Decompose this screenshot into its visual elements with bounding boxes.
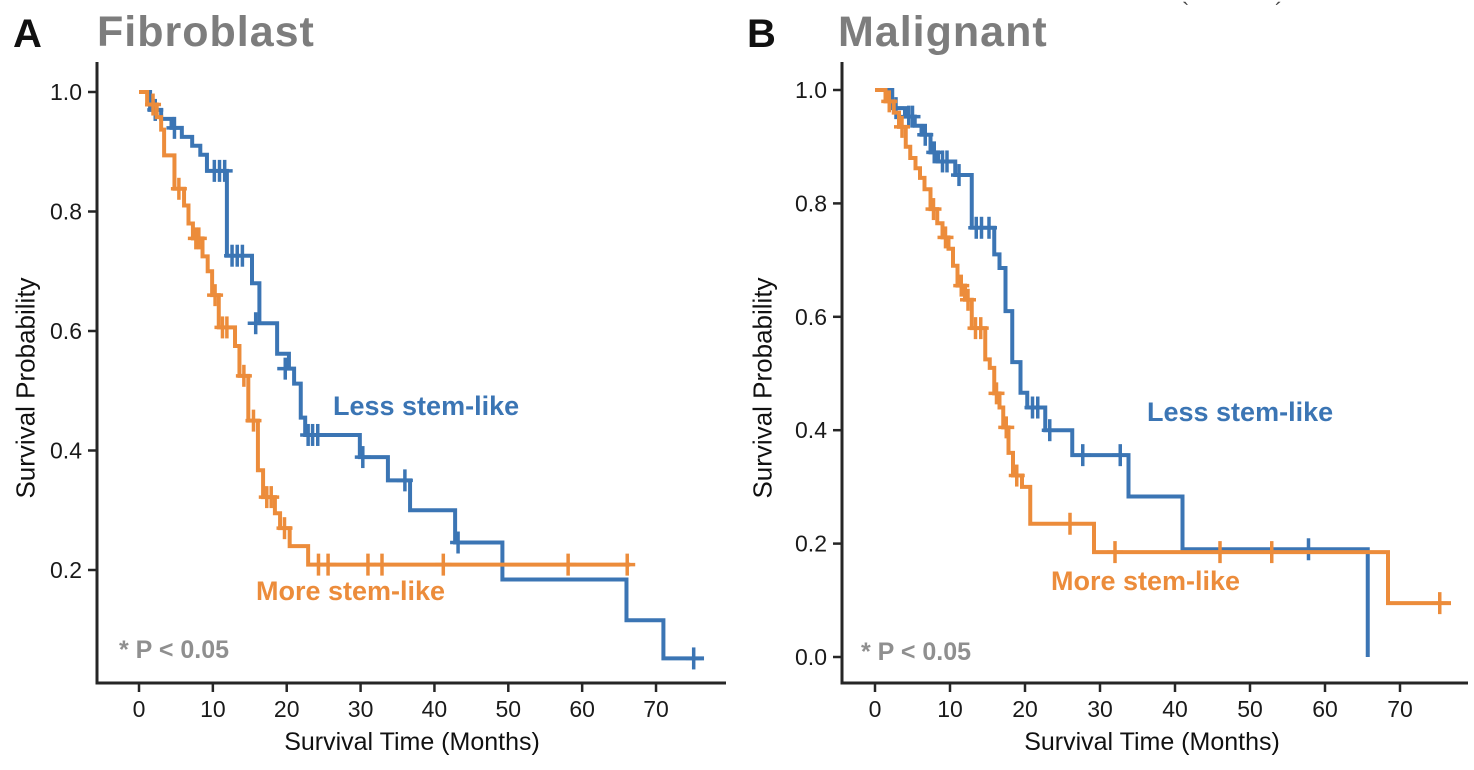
panel-a-less-stem-like-label: Less stem-like — [333, 391, 520, 421]
panel-B-less-stem-like-curve — [875, 88, 1370, 657]
panel-A-more-stem-like-censors — [145, 93, 636, 576]
panel-B-more-stem-like-censors — [881, 90, 1448, 615]
panel-b-title: Malignant — [838, 8, 1048, 56]
y-tick-label: 0.4 — [50, 438, 82, 464]
panel-b-pvalue-annotation: * P < 0.05 — [861, 638, 972, 666]
x-tick-label: 10 — [200, 696, 226, 722]
panel-A-more-stem-like-curve — [139, 90, 631, 567]
x-tick-label: 20 — [274, 696, 300, 722]
x-tick-label: 60 — [569, 696, 595, 722]
panel-A-less-stem-like-censors — [147, 98, 702, 670]
panel-a-pvalue-annotation: * P < 0.05 — [119, 636, 230, 664]
y-tick-label: 1.0 — [50, 79, 82, 105]
x-tick-label: 20 — [1012, 696, 1038, 722]
x-tick-label: 70 — [1387, 696, 1413, 722]
panel-B-plot: 0 10 20 30 40 50 60 70 1.0 0.8 0.6 0.4 0.2 0.0 — [795, 62, 1468, 722]
panel-a-letter: A — [13, 12, 42, 56]
y-tick-label: 0.2 — [50, 557, 82, 583]
panel-a-y-axis-label: Survival Probability — [10, 277, 41, 499]
panel-b-y-axis-label: Survival Probability — [747, 277, 778, 499]
y-tick-label: 0.8 — [795, 190, 827, 216]
panel-b-more-stem-like-label: More stem-like — [1051, 566, 1241, 596]
panel-a-x-axis-label: Survival Time (Months) — [284, 728, 540, 756]
x-tick-label: 50 — [1237, 696, 1263, 722]
panel-a-title: Fibroblast — [97, 8, 315, 56]
panel-b-letter: B — [747, 12, 776, 56]
crop-artifact-right: ´ — [1275, 0, 1283, 23]
crop-artifact-left: ` — [1182, 0, 1190, 23]
panel-B-less-stem-like-censors — [888, 97, 1317, 561]
panel-A-plot: 0 10 20 30 40 50 60 70 1.0 0.8 0.6 0.4 0.2 — [50, 62, 726, 722]
x-tick-label: 40 — [1162, 696, 1188, 722]
x-tick-label: 40 — [422, 696, 448, 722]
panel-B-more-stem-like-curve — [875, 88, 1451, 606]
panel-b-x-axis-label: Survival Time (Months) — [1024, 728, 1280, 756]
y-tick-label: 0.8 — [50, 199, 82, 225]
y-tick-label: 0.6 — [795, 304, 827, 330]
x-tick-label: 0 — [869, 696, 882, 722]
x-tick-label: 70 — [643, 696, 669, 722]
panel-a-more-stem-like-label: More stem-like — [256, 576, 446, 606]
x-tick-label: 60 — [1312, 696, 1338, 722]
panel-b-less-stem-like-label: Less stem-like — [1147, 397, 1334, 427]
x-tick-label: 0 — [133, 696, 146, 722]
x-tick-label: 50 — [496, 696, 522, 722]
y-tick-label: 0.4 — [795, 417, 827, 443]
x-tick-label: 30 — [348, 696, 374, 722]
x-tick-label: 30 — [1087, 696, 1113, 722]
y-tick-label: 0.2 — [795, 531, 827, 557]
x-tick-label: 10 — [937, 696, 963, 722]
y-tick-label: 0.6 — [50, 318, 82, 344]
y-tick-label: 1.0 — [795, 77, 827, 103]
panel-A-less-stem-like-curve — [139, 90, 705, 661]
y-tick-label: 0.0 — [795, 644, 827, 670]
